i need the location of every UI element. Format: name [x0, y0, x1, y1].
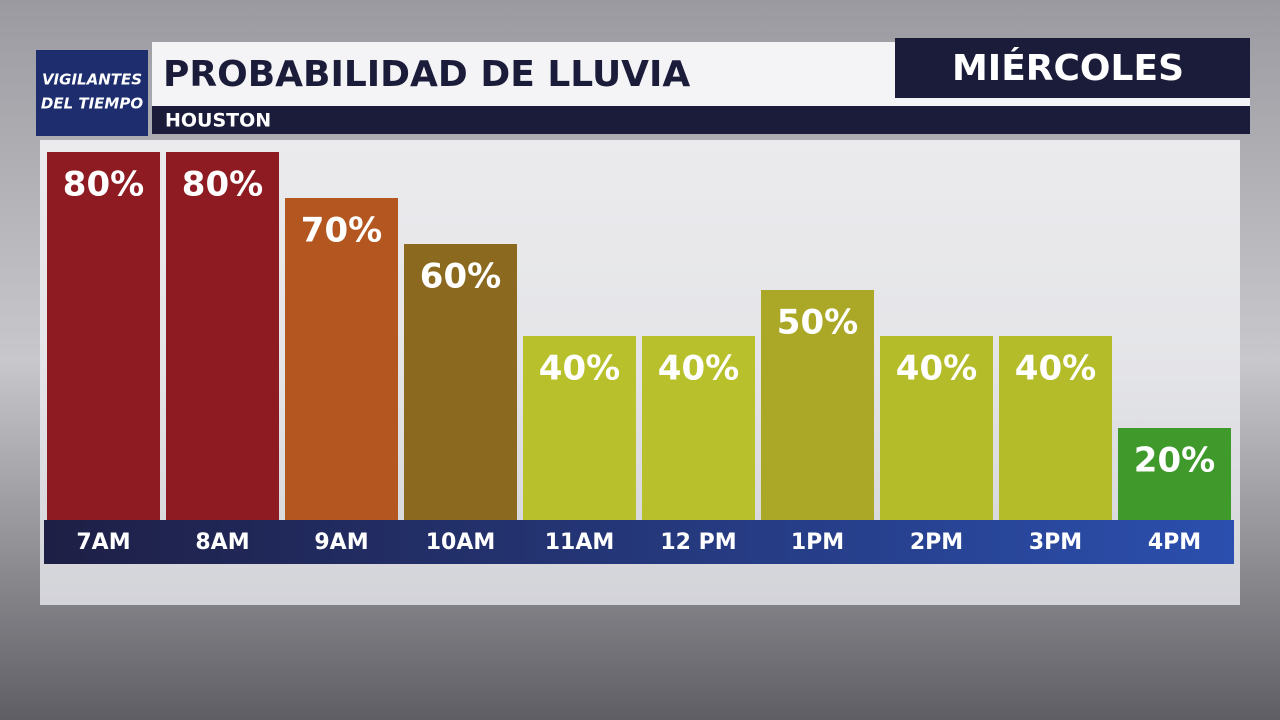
bar [47, 152, 160, 520]
x-tick-label: 11AM [545, 530, 615, 555]
x-tick-label: 7AM [76, 530, 130, 555]
bar [999, 336, 1112, 520]
bar [1118, 428, 1231, 520]
value-label: 80% [182, 165, 263, 205]
x-tick-label: 2PM [910, 530, 963, 555]
value-label: 40% [658, 349, 739, 389]
x-tick-label: 4PM [1148, 530, 1201, 555]
value-label: 40% [1015, 349, 1096, 389]
brand-line: VIGILANTES [42, 71, 142, 89]
value-label: 80% [63, 165, 144, 205]
bar [404, 244, 517, 520]
x-tick-label: 9AM [314, 530, 368, 555]
brand-box [36, 50, 148, 136]
chart-title: PROBABILIDAD DE LLUVIA [163, 54, 690, 95]
brand-line: DEL TIEMPO [41, 95, 143, 113]
category-strip [44, 520, 1234, 564]
x-tick-label: 10AM [426, 530, 496, 555]
value-label: 60% [420, 257, 501, 297]
chart-subtitle: HOUSTON [165, 110, 271, 132]
value-label: 50% [777, 303, 858, 343]
x-tick-label: 12 PM [660, 530, 736, 555]
bar [285, 198, 398, 520]
x-tick-label: 3PM [1029, 530, 1082, 555]
day-box [895, 38, 1250, 98]
value-label: 70% [301, 211, 382, 251]
day: MIÉRCOLES [952, 47, 1184, 89]
subtitle-box [152, 106, 1250, 134]
value-label: 40% [539, 349, 620, 389]
bar [761, 290, 874, 520]
value-label: 20% [1134, 441, 1215, 481]
x-tick-label: 8AM [195, 530, 249, 555]
bar [166, 152, 279, 520]
bar [523, 336, 636, 520]
x-tick-label: 1PM [791, 530, 844, 555]
bar [880, 336, 993, 520]
bar [642, 336, 755, 520]
value-label: 40% [896, 349, 977, 389]
